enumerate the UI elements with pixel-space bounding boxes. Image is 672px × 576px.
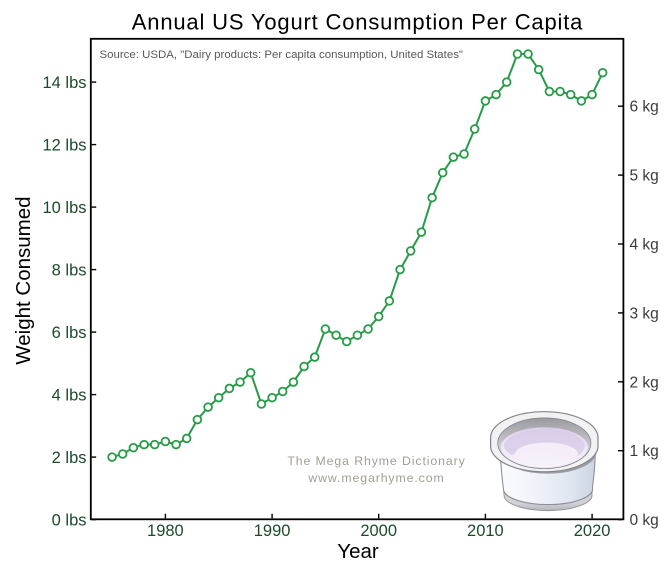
svg-text:3 kg: 3 kg	[630, 305, 659, 322]
svg-text:14 lbs: 14 lbs	[42, 74, 86, 92]
svg-text:Annual US Yogurt Consumption P: Annual US Yogurt Consumption Per Capita	[132, 10, 583, 35]
svg-text:1980: 1980	[147, 522, 184, 540]
svg-text:2010: 2010	[467, 522, 504, 540]
svg-text:Source: USDA, "Dairy products:: Source: USDA, "Dairy products: Per capit…	[100, 49, 463, 61]
svg-text:4 lbs: 4 lbs	[52, 387, 87, 405]
svg-text:0 kg: 0 kg	[630, 512, 659, 529]
svg-text:1 kg: 1 kg	[630, 443, 659, 460]
svg-text:The Mega Rhyme Dictionary: The Mega Rhyme Dictionary	[287, 454, 465, 468]
svg-text:12 lbs: 12 lbs	[42, 137, 86, 155]
svg-text:www.megarhyme.com: www.megarhyme.com	[307, 471, 444, 485]
svg-text:5 kg: 5 kg	[630, 168, 659, 185]
svg-text:6 kg: 6 kg	[630, 99, 659, 116]
svg-text:Year: Year	[337, 540, 379, 563]
svg-text:10 lbs: 10 lbs	[42, 199, 86, 217]
svg-text:1990: 1990	[254, 522, 291, 540]
svg-text:4 kg: 4 kg	[630, 237, 659, 254]
svg-text:6 lbs: 6 lbs	[52, 324, 87, 342]
svg-text:2000: 2000	[360, 522, 397, 540]
svg-text:2 lbs: 2 lbs	[52, 449, 87, 467]
svg-text:0 lbs: 0 lbs	[52, 512, 87, 530]
svg-text:Weight Consumed: Weight Consumed	[12, 196, 35, 364]
svg-text:8 lbs: 8 lbs	[52, 262, 87, 280]
svg-text:2 kg: 2 kg	[630, 374, 659, 391]
svg-text:2020: 2020	[574, 522, 611, 540]
